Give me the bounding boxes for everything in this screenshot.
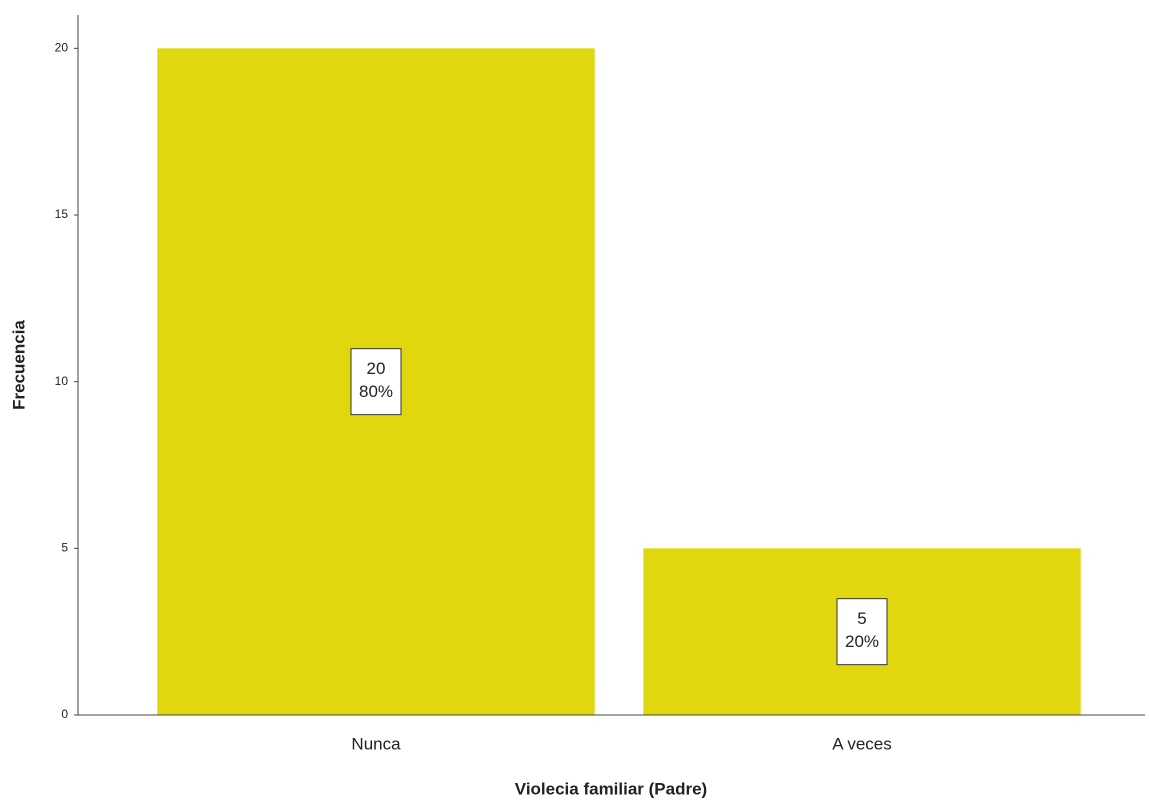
x-tick-label: A veces [832,734,892,753]
data-label-box [350,348,402,416]
y-tick-label: 0 [61,707,68,721]
y-tick-label: 20 [55,41,69,55]
y-tick-label: 15 [55,207,69,221]
data-label-count: 20 [367,359,386,378]
data-label-box [836,598,888,666]
data-label-count: 5 [857,609,866,628]
data-label-percent: 20% [845,632,879,651]
y-tick-label: 10 [55,374,69,388]
y-tick-label: 5 [61,541,68,555]
y-axis-title: Frecuencia [9,320,28,410]
x-axis-title: Violecia familiar (Padre) [515,779,707,798]
x-tick-label: Nunca [351,734,401,753]
data-label-percent: 80% [359,382,393,401]
